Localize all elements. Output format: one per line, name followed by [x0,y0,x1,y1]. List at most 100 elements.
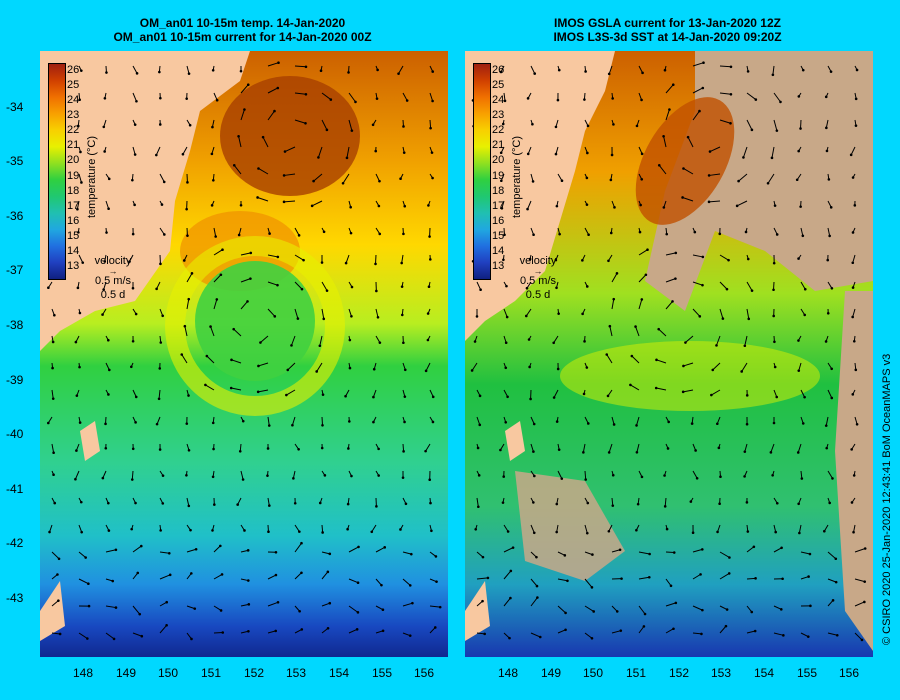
current-arrow-head [221,631,225,634]
current-arrow [773,547,782,553]
current-arrow-head [477,505,480,509]
left-title-line1: OM_an01 10-15m temp. 14-Jan-2020 [139,16,346,30]
y-tick: -38 [6,318,24,332]
current-arrow [78,254,84,263]
current-arrow [638,274,647,283]
current-arrow-head [57,599,60,602]
current-arrow [267,308,276,317]
colorbar-label: 16 [67,215,80,227]
current-arrow-head [81,261,85,264]
current-arrow [186,548,197,553]
current-arrow-head [851,315,854,319]
current-arrow [656,387,667,391]
current-arrow-head [486,576,490,580]
current-arrow [606,354,613,364]
current-arrow [665,252,676,256]
current-arrow-head [754,577,757,580]
current-arrow-head [111,579,115,583]
current-arrow-head [349,205,352,209]
current-arrow [773,605,782,610]
current-arrow-head [321,393,325,396]
current-arrow-head [165,600,169,604]
current-arrow [711,389,721,396]
current-arrow [159,574,171,580]
current-arrow [186,299,190,310]
current-arrow-head [851,286,855,289]
current-arrow-head [76,207,79,211]
current-arrow-head [635,424,638,427]
current-arrow-head [607,259,610,263]
current-arrow-head [630,354,634,358]
current-arrow-head [797,149,800,153]
current-arrow-head [481,555,485,559]
current-arrow-head [375,289,378,293]
current-arrow-head [860,638,864,642]
current-arrow-head [771,474,774,477]
current-arrow-head [247,579,250,582]
current-arrow-head [300,287,304,291]
current-arrow [719,572,730,580]
x-tick: 150 [582,666,604,680]
current-arrow-head [826,258,830,262]
current-arrow [827,632,838,636]
current-arrow-head [584,478,588,481]
current-arrow-head [852,339,856,343]
current-arrow-head [629,383,632,387]
current-arrow [638,551,650,555]
velocity-arrow-icon: → [108,266,118,276]
current-arrow-head [403,395,407,398]
current-arrow [267,254,278,258]
current-arrow-head [640,475,644,479]
tasmania-north-land [40,581,65,641]
current-arrow-head [829,70,833,73]
current-arrow-head [695,476,699,480]
velocity-speed: 0.5 m/s [519,275,557,287]
current-arrow [530,65,536,74]
current-arrow-head [238,449,242,453]
current-arrow-head [499,448,502,452]
current-arrow-head [159,341,163,344]
current-arrow-head [538,635,542,639]
current-arrow-head [103,150,106,153]
current-arrow-head [259,341,262,344]
current-arrow-head [506,395,509,399]
current-arrow-head [854,97,858,101]
current-arrow [267,62,279,67]
current-arrow-head [853,204,857,207]
current-arrow-head [663,68,667,72]
current-arrow [213,605,222,611]
current-arrow-head [585,366,589,369]
current-arrow [503,597,511,607]
current-arrow [429,605,441,608]
current-arrow-head [431,420,435,424]
current-arrow-head [745,394,749,397]
current-arrow [744,335,748,346]
current-arrow-head [136,571,140,575]
right-map[interactable] [465,51,873,657]
current-arrow-head [746,530,750,533]
current-arrow-head [728,556,731,559]
current-arrow-head [797,257,800,260]
current-arrow [664,497,667,507]
current-arrow-head [268,504,271,507]
current-arrow-head [682,167,685,170]
y-tick: -41 [6,482,24,496]
current-arrow [231,359,242,364]
current-arrow [132,65,138,74]
current-arrow-head [219,609,223,612]
current-arrow [213,227,217,237]
colorbar-label: 21 [492,139,505,151]
current-arrow-head [424,369,428,373]
current-arrow-head [708,150,712,153]
current-arrow-head [87,604,91,608]
current-arrow [692,281,703,286]
current-arrow [746,281,753,291]
current-arrow-head [779,100,782,104]
current-arrow-head [500,206,504,210]
x-tick: 153 [285,666,307,680]
current-arrow-head [75,394,79,397]
current-arrow-head [371,123,375,127]
current-arrow-head [532,233,535,237]
current-arrow-head [526,152,530,156]
left-map[interactable] [40,51,448,657]
